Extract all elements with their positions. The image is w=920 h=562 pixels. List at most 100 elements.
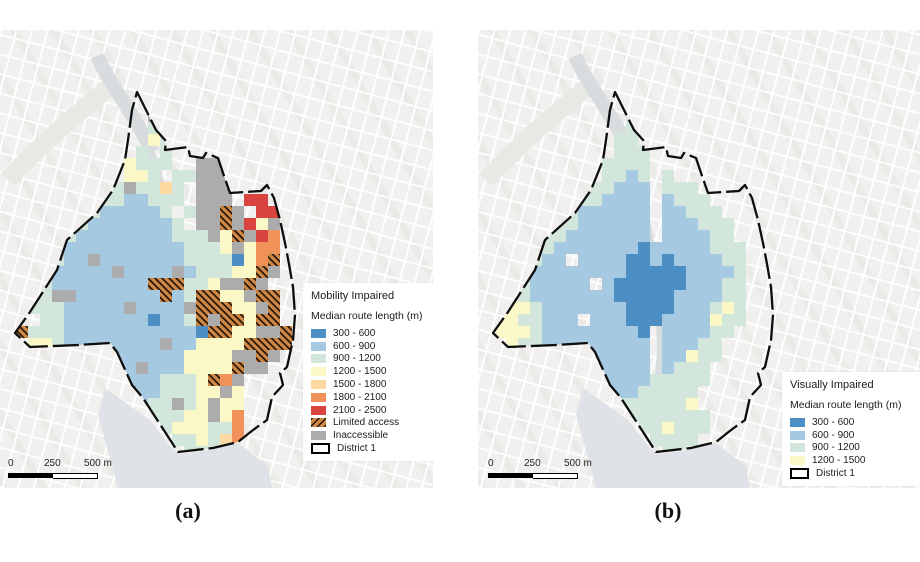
scalebar-bar [488, 473, 578, 479]
legend-subtitle: Median route length (m) [790, 399, 902, 411]
grid-cell [208, 230, 220, 242]
grid-cell [602, 326, 614, 338]
grid-cell [698, 242, 710, 254]
grid-cell [710, 278, 722, 290]
grid-cell [208, 218, 220, 230]
grid-cell [208, 314, 220, 326]
legend-swatch [311, 431, 326, 441]
grid-cell [686, 230, 698, 242]
legend-entry: District 1 [790, 467, 912, 480]
grid-cell [256, 362, 268, 374]
grid-cell [566, 266, 578, 278]
grid-cell [530, 278, 542, 290]
grid-cell [638, 338, 650, 350]
grid-cell [76, 230, 88, 242]
grid-cells-b [494, 110, 746, 452]
grid-cell [196, 434, 208, 446]
grid-cell [64, 338, 76, 350]
grid-cell [184, 266, 196, 278]
grid-cell [220, 314, 232, 326]
grid-cell [626, 242, 638, 254]
grid-cell [698, 314, 710, 326]
grid-cell [112, 302, 124, 314]
grid-cell [112, 218, 124, 230]
grid-cell [698, 254, 710, 266]
grid-cell [232, 290, 244, 302]
grid-cell [196, 422, 208, 434]
grid-cell [662, 314, 674, 326]
grid-cell [626, 230, 638, 242]
grid-cell [542, 302, 554, 314]
grid-cell [160, 290, 172, 302]
grid-cell [662, 326, 674, 338]
legend-entry: 900 - 1200 [790, 442, 912, 455]
grid-cell [650, 290, 662, 302]
grid-cell [542, 314, 554, 326]
grid-cell [124, 290, 136, 302]
grid-cell [734, 314, 746, 326]
legend-label: 2100 - 2500 [333, 404, 387, 416]
grid-cell [268, 326, 280, 338]
grid-cell [160, 230, 172, 242]
grid-cell [554, 374, 566, 386]
grid-cell [124, 302, 136, 314]
grid-cell [674, 218, 686, 230]
caption-b: (b) [654, 498, 682, 523]
scalebar-bar-empty [533, 473, 578, 479]
grid-cell [148, 362, 160, 374]
grid-cell [40, 338, 52, 350]
grid-cell [232, 314, 244, 326]
grid-cell [530, 314, 542, 326]
grid-cell [184, 338, 196, 350]
legend-label: 900 - 1200 [333, 353, 381, 365]
grid-cell [650, 278, 662, 290]
grid-cell [686, 374, 698, 386]
grid-cell [506, 338, 518, 350]
legend-entry: 600 - 900 [311, 340, 427, 353]
grid-cell [196, 170, 208, 182]
grid-cell [626, 158, 638, 170]
grid-cell [542, 350, 554, 362]
grid-cell [602, 350, 614, 362]
grid-cell [220, 194, 232, 206]
grid-cell [124, 230, 136, 242]
grid-cell [220, 410, 232, 422]
grid-cell [88, 242, 100, 254]
grid-cell [112, 206, 124, 218]
grid-cell [112, 374, 124, 386]
grid-cell [638, 362, 650, 374]
grid-cell [650, 422, 662, 434]
grid-cell [578, 350, 590, 362]
grid-cell [220, 338, 232, 350]
district-boundary [491, 90, 775, 454]
legend-label: District 1 [816, 468, 855, 480]
grid-cell [626, 350, 638, 362]
legend-entry: 300 - 600 [311, 327, 427, 340]
grid-cell [638, 326, 650, 338]
legend-label: 600 - 900 [812, 429, 855, 441]
grid-cell [662, 338, 674, 350]
grid-cell [160, 398, 172, 410]
grid-cell [160, 254, 172, 266]
grid-cell [578, 254, 590, 266]
grid-cell [686, 194, 698, 206]
grid-cell [530, 350, 542, 362]
grid-cell [124, 362, 136, 374]
grid-cell [208, 410, 220, 422]
grid-cell [518, 326, 530, 338]
grid-cell [112, 326, 124, 338]
grid-cell [686, 278, 698, 290]
grid-cell [124, 194, 136, 206]
grid-cell [136, 206, 148, 218]
grid-cell [256, 302, 268, 314]
grid-cell [268, 230, 280, 242]
grid-cell [554, 254, 566, 266]
grid-cell [256, 230, 268, 242]
grid-cell [602, 218, 614, 230]
grid-cell [196, 266, 208, 278]
grid-cell [674, 386, 686, 398]
scalebar-a: 0 250 500 m [8, 458, 128, 479]
grid-cell [674, 242, 686, 254]
grid-cell [88, 218, 100, 230]
grid-cell [602, 314, 614, 326]
